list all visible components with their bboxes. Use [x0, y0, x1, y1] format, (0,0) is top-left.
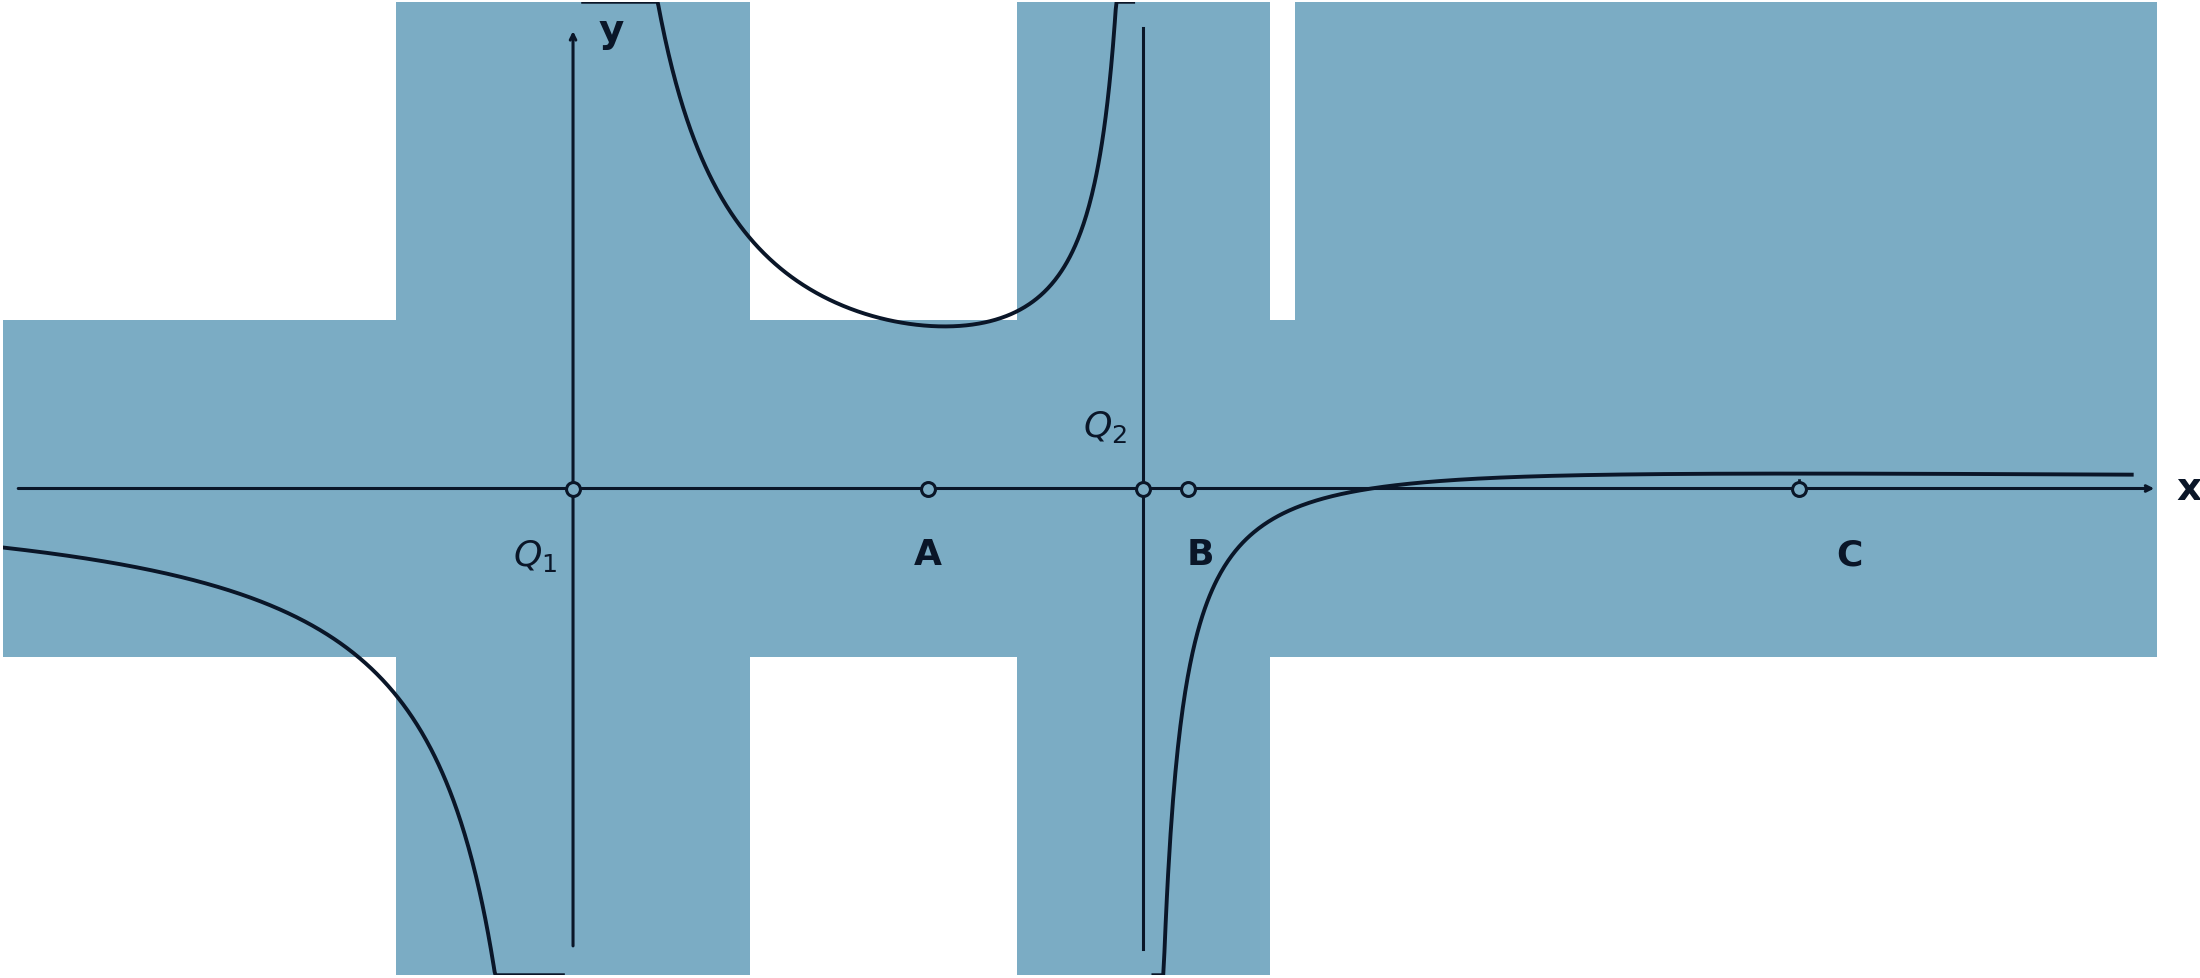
Text: x: x: [2176, 470, 2200, 508]
Bar: [1296, 0, 2156, 489]
Text: y: y: [598, 12, 625, 50]
Text: $Q_1$: $Q_1$: [513, 538, 557, 573]
Text: C: C: [1837, 538, 1863, 571]
Bar: [396, 3, 750, 975]
Text: $Q_2$: $Q_2$: [1082, 409, 1126, 445]
Bar: [1016, 3, 1269, 975]
Text: A: A: [913, 538, 942, 571]
Text: B: B: [1186, 538, 1214, 571]
Bar: [2, 321, 2156, 657]
